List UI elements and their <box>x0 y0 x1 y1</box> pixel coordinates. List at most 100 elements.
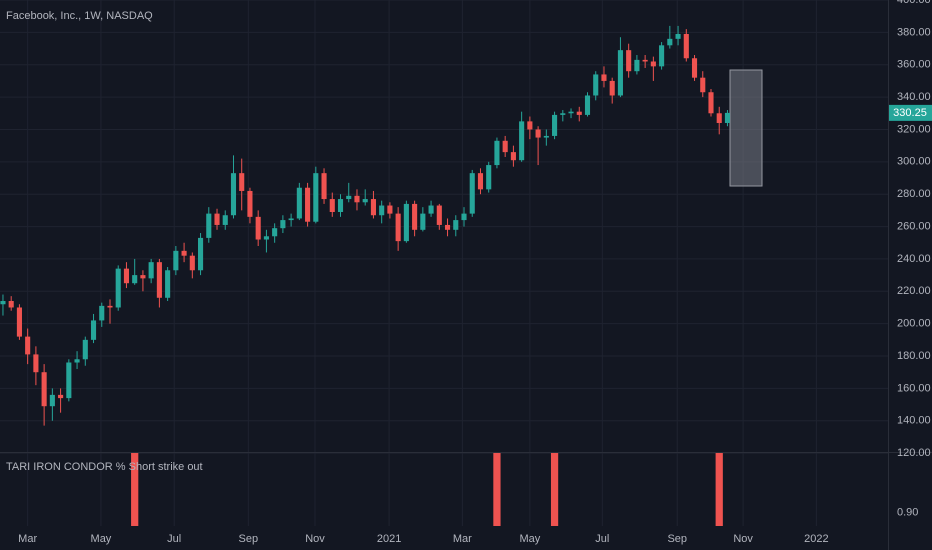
candle-body <box>58 394 64 399</box>
marks <box>0 25 731 526</box>
candle-body <box>601 74 607 81</box>
candle-body <box>675 33 681 39</box>
y-tick-label: 160.00 <box>897 382 931 394</box>
candle-body <box>165 270 171 298</box>
candle-body <box>272 228 278 237</box>
candle-body <box>584 95 591 115</box>
candle-body <box>346 195 352 200</box>
candle-body <box>576 111 582 115</box>
candle-body <box>486 165 492 190</box>
candle-body <box>387 205 393 214</box>
candle-body <box>337 199 344 213</box>
candle-body <box>173 250 179 271</box>
candle-body <box>428 205 434 214</box>
y-tick-label: 400.00 <box>897 0 931 6</box>
candle-body <box>321 173 327 200</box>
candle-body <box>74 359 80 363</box>
candle-body <box>683 33 689 59</box>
candle-body <box>296 187 302 219</box>
y-tick-label: 120.00 <box>897 447 931 459</box>
candle-body <box>247 190 253 217</box>
candle-body <box>0 301 6 305</box>
y-tick-label: 340.00 <box>897 91 931 103</box>
candle-body <box>33 354 39 373</box>
candle-body <box>305 187 311 222</box>
candle-body <box>708 92 714 114</box>
candle-body <box>395 213 401 242</box>
indicator-title: TARI IRON CONDOR % Short strike out <box>6 461 203 473</box>
x-tick-label: Mar <box>453 533 472 545</box>
candle-body <box>609 80 615 96</box>
y-tick-label: 200.00 <box>897 318 931 330</box>
y-tick-label: 320.00 <box>897 123 931 135</box>
candle-body <box>412 203 418 230</box>
x-tick-label: Jul <box>167 533 181 545</box>
indicator-bar <box>131 453 139 526</box>
y-tick-label: 180.00 <box>897 350 931 362</box>
candle-body <box>667 38 673 46</box>
y-tick-label: 280.00 <box>897 188 931 200</box>
candle-body <box>370 199 376 216</box>
candle-body <box>313 173 319 222</box>
candle-body <box>724 112 731 123</box>
candle-body <box>189 255 195 271</box>
candle-body <box>329 199 335 213</box>
candle-body <box>99 305 105 321</box>
candle-body <box>82 339 88 360</box>
candle-body <box>362 199 368 203</box>
candle-body <box>90 320 97 340</box>
candle-body <box>107 305 113 308</box>
candle-body <box>66 362 72 399</box>
y-tick-label: 380.00 <box>897 26 931 38</box>
candle-body <box>263 236 269 240</box>
candle-body <box>444 224 451 230</box>
x-tick-label: May <box>91 533 112 545</box>
indicator-bar <box>550 453 559 526</box>
candle-body <box>214 213 220 225</box>
indicator-bar <box>493 453 501 526</box>
candle-body <box>198 237 204 271</box>
candle-body <box>49 394 55 407</box>
candle-body <box>354 195 360 203</box>
candle-body <box>206 213 212 238</box>
x-tick-label: Sep <box>667 533 687 545</box>
candle-body <box>650 61 656 67</box>
chart-title: Facebook, Inc., 1W, NASDAQ <box>6 10 153 22</box>
candle-body <box>502 140 508 153</box>
last-price-badge <box>889 104 932 121</box>
indicator-bar <box>715 453 723 526</box>
candle-body <box>568 111 574 114</box>
candle-body <box>436 205 442 225</box>
last-price-label: 330.25 <box>893 107 927 119</box>
x-tick-label: Nov <box>733 533 753 545</box>
candle-body <box>700 77 706 93</box>
y-tick-label: 240.00 <box>897 253 931 265</box>
candle-body <box>255 216 261 240</box>
x-tick-label: Mar <box>18 533 37 545</box>
candle-body <box>659 45 665 67</box>
candle-body <box>634 59 640 72</box>
candle-body <box>379 205 385 216</box>
x-tick-label: Nov <box>305 533 325 545</box>
candle-body <box>477 173 484 190</box>
candle-body <box>535 129 541 138</box>
candle-body <box>25 336 31 355</box>
candle-body <box>403 203 409 242</box>
candle-body <box>552 114 558 136</box>
candle-body <box>140 275 146 279</box>
x-tick-label: May <box>519 533 540 545</box>
candle-body <box>156 262 162 298</box>
candle-body <box>642 59 648 62</box>
candle-body <box>123 268 130 284</box>
candle-body <box>420 213 426 230</box>
candle-body <box>239 173 245 191</box>
candle-body <box>148 262 154 279</box>
y-tick-label: 0.90 <box>897 507 918 519</box>
y-tick-label: 140.00 <box>897 415 931 427</box>
candle-body <box>716 113 722 123</box>
x-tick-label: Jul <box>595 533 609 545</box>
range-box <box>729 69 763 187</box>
candle-body <box>132 275 138 284</box>
